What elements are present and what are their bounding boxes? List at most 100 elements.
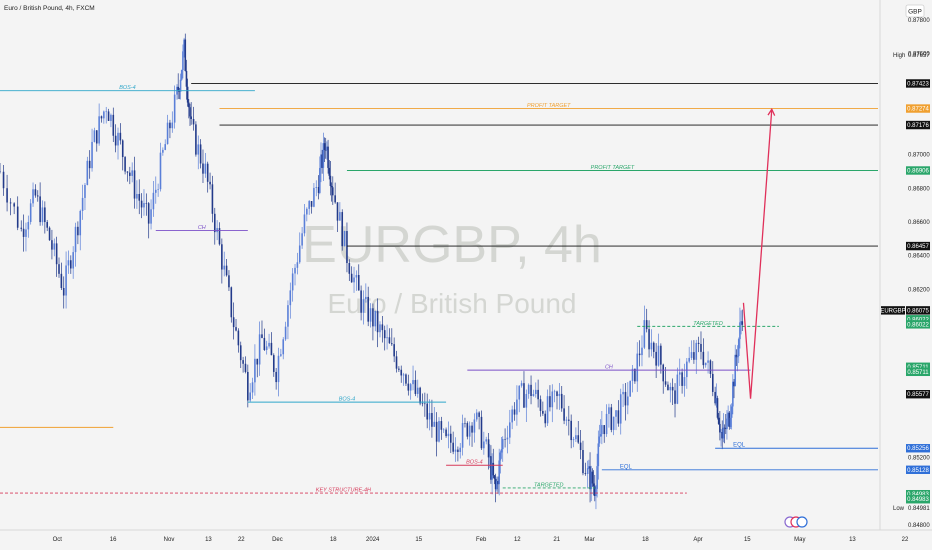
level-targeted-top[interactable]: TARGETED [637,321,779,327]
candle [461,414,464,456]
candle [388,328,391,344]
candle [36,190,39,202]
currency-button[interactable] [905,4,925,18]
price-tag: EURGBP 0.86075 [880,306,930,315]
candle [433,406,436,427]
candle [121,139,124,171]
candle [431,399,433,438]
candle [615,409,617,431]
level-ch-mid[interactable]: CH [467,365,751,371]
candle [189,103,191,126]
level-key-structure[interactable]: KEY STRUCTURE-4H [0,488,687,494]
candle [319,156,321,195]
price-tag-text: 0.86457 [907,244,929,250]
candle [315,180,318,197]
candle [22,214,25,252]
candle [645,308,648,333]
level-label: TARGETED [693,321,723,327]
level-label: PROFIT TARGET [527,103,571,109]
candle [534,382,537,398]
price-tag: 0.86022 [906,320,930,329]
candle [6,174,8,212]
candle [126,171,129,182]
candle [317,175,320,200]
low-value: 0.84981 [908,506,930,512]
price-tag: 0.87423 [906,79,930,88]
candle [179,73,182,100]
level-profit-upper[interactable]: PROFIT TARGET [219,103,879,109]
x-tick-label: 13 [205,537,212,543]
candle [112,107,115,143]
candle [702,338,705,369]
candle [114,124,117,153]
candle [147,202,150,239]
candle [497,476,499,494]
level-profit-green[interactable]: PROFIT TARGET [346,165,878,171]
candle [326,141,328,160]
candle [287,300,289,340]
level-eql-upper[interactable]: EQL [715,443,878,449]
level-targeted-bottom[interactable]: TARGETED [502,482,595,488]
candle [204,152,207,178]
price-tag: 0.86906 [906,166,930,175]
level-bos-upper[interactable]: BOS-4 [0,85,255,91]
candle [25,222,27,252]
candle [530,375,532,405]
candle [563,395,565,425]
level-bos-lower[interactable]: BOS-4 [446,460,503,466]
indicator-icon[interactable] [784,516,808,528]
candle [177,73,179,100]
y-tick-label: 0.87800 [908,18,930,24]
candle [159,142,162,192]
level-bos-mid[interactable]: BOS-4 [247,397,447,403]
candle [504,428,506,448]
level-eql-lower[interactable]: EQL [601,464,878,470]
candle [537,379,539,408]
candle [466,421,469,440]
candle [598,424,601,447]
candle [322,132,325,182]
candle [379,321,381,338]
candle [695,339,698,374]
price-tag-text: 0.85256 [907,446,929,452]
levels: BOS-4 PROFIT TARGET PROFIT TARGET CH TARGETE… [0,83,879,494]
candle [681,368,683,394]
candle [221,238,223,284]
candle [619,388,622,435]
candle [339,202,341,221]
candle [280,348,282,358]
x-tick-label: Nov [164,537,175,543]
candle [544,410,547,428]
candle [726,410,728,440]
candle [660,343,662,374]
candle [41,200,44,226]
candle [409,382,412,400]
projection-line[interactable] [742,109,773,399]
candle [643,305,646,350]
candle [693,340,695,364]
price-tag: 0.85256 [906,444,930,453]
time-axis[interactable]: Oct 16 Nov 13 22 Dec 18 2024 15 Feb 12 21 Mar 18 Apr 15… [53,537,909,543]
currency-label: GBP [908,9,922,16]
level-ch-upper[interactable]: CH [155,225,248,231]
candle [77,221,79,245]
candle [407,374,410,396]
candle [457,446,459,462]
candle [577,420,580,444]
candle [369,303,372,328]
candle [655,343,657,378]
candle [494,473,497,503]
x-tick-label: 16 [110,537,117,543]
candle [589,452,591,503]
candle [171,111,174,133]
candle [450,425,452,453]
candle [199,139,202,169]
candle [568,405,570,436]
candle [590,465,593,502]
candle [565,416,568,426]
candle [624,382,627,421]
candle [527,383,530,399]
level-label: PROFIT TARGET [591,165,635,171]
